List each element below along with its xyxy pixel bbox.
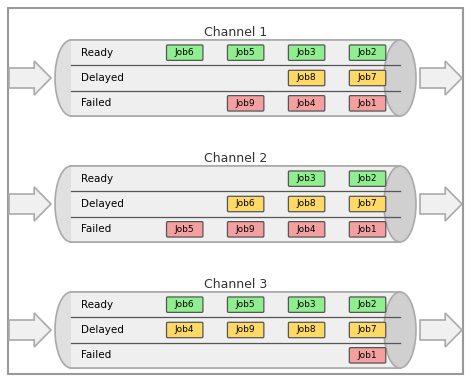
Text: Job9: Job9 [236, 99, 255, 108]
FancyBboxPatch shape [227, 45, 264, 60]
FancyBboxPatch shape [167, 322, 203, 338]
Bar [71, 40, 400, 116]
FancyBboxPatch shape [349, 96, 386, 111]
Text: Job4: Job4 [175, 325, 195, 335]
Polygon shape [9, 313, 51, 347]
FancyBboxPatch shape [227, 322, 264, 338]
Text: Job3: Job3 [297, 300, 317, 309]
Text: Job2: Job2 [358, 174, 377, 183]
Polygon shape [420, 61, 462, 95]
FancyBboxPatch shape [167, 297, 203, 312]
Bar [71, 292, 400, 368]
Text: Job7: Job7 [357, 325, 377, 335]
Polygon shape [420, 187, 462, 221]
FancyBboxPatch shape [349, 45, 386, 60]
Text: Job4: Job4 [297, 99, 317, 108]
FancyBboxPatch shape [349, 70, 386, 86]
Text: Job7: Job7 [357, 73, 377, 83]
Ellipse shape [55, 40, 87, 116]
Text: Delayed: Delayed [81, 199, 124, 209]
Bar [71, 292, 400, 368]
Ellipse shape [384, 40, 416, 116]
FancyBboxPatch shape [167, 45, 203, 60]
Ellipse shape [384, 292, 416, 368]
Text: Channel 1: Channel 1 [204, 26, 267, 39]
Text: Channel 3: Channel 3 [204, 278, 267, 291]
FancyBboxPatch shape [227, 96, 264, 111]
Text: Job3: Job3 [297, 48, 317, 57]
FancyBboxPatch shape [227, 196, 264, 212]
Text: Job6: Job6 [236, 199, 255, 209]
Polygon shape [420, 313, 462, 347]
Polygon shape [9, 187, 51, 221]
Bar [71, 166, 400, 242]
FancyBboxPatch shape [288, 171, 325, 186]
Text: Job5: Job5 [236, 300, 255, 309]
Text: Job1: Job1 [357, 351, 377, 360]
FancyBboxPatch shape [288, 70, 325, 86]
Text: Job8: Job8 [297, 325, 317, 335]
Text: Delayed: Delayed [81, 325, 124, 335]
Text: Job6: Job6 [175, 300, 195, 309]
Ellipse shape [55, 292, 87, 368]
Text: Failed: Failed [81, 98, 111, 108]
Text: Job1: Job1 [357, 99, 377, 108]
Text: Job7: Job7 [357, 199, 377, 209]
Text: Failed: Failed [81, 224, 111, 234]
Ellipse shape [55, 166, 87, 242]
Bar [71, 166, 400, 242]
Text: Delayed: Delayed [81, 73, 124, 83]
Text: Job2: Job2 [358, 300, 377, 309]
Text: Job9: Job9 [236, 325, 255, 335]
Text: Job5: Job5 [175, 225, 195, 234]
Text: Failed: Failed [81, 350, 111, 360]
FancyBboxPatch shape [288, 322, 325, 338]
Text: Job2: Job2 [358, 48, 377, 57]
FancyBboxPatch shape [349, 171, 386, 186]
Polygon shape [9, 61, 51, 95]
FancyBboxPatch shape [349, 348, 386, 363]
Text: Ready: Ready [81, 48, 113, 58]
Text: Job1: Job1 [357, 225, 377, 234]
Ellipse shape [384, 166, 416, 242]
Text: Ready: Ready [81, 174, 113, 184]
FancyBboxPatch shape [288, 222, 325, 237]
FancyBboxPatch shape [227, 297, 264, 312]
FancyBboxPatch shape [349, 322, 386, 338]
Text: Job9: Job9 [236, 225, 255, 234]
FancyBboxPatch shape [167, 222, 203, 237]
Text: Job3: Job3 [297, 174, 317, 183]
Text: Job8: Job8 [297, 199, 317, 209]
FancyBboxPatch shape [288, 96, 325, 111]
FancyBboxPatch shape [227, 222, 264, 237]
Text: Job6: Job6 [175, 48, 195, 57]
Text: Job4: Job4 [297, 225, 317, 234]
FancyBboxPatch shape [288, 196, 325, 212]
FancyBboxPatch shape [288, 297, 325, 312]
Text: Ready: Ready [81, 299, 113, 310]
Bar [71, 40, 400, 116]
FancyBboxPatch shape [288, 45, 325, 60]
FancyBboxPatch shape [349, 196, 386, 212]
Text: Job8: Job8 [297, 73, 317, 83]
Text: Channel 2: Channel 2 [204, 152, 267, 165]
FancyBboxPatch shape [349, 222, 386, 237]
FancyBboxPatch shape [349, 297, 386, 312]
Text: Job5: Job5 [236, 48, 255, 57]
